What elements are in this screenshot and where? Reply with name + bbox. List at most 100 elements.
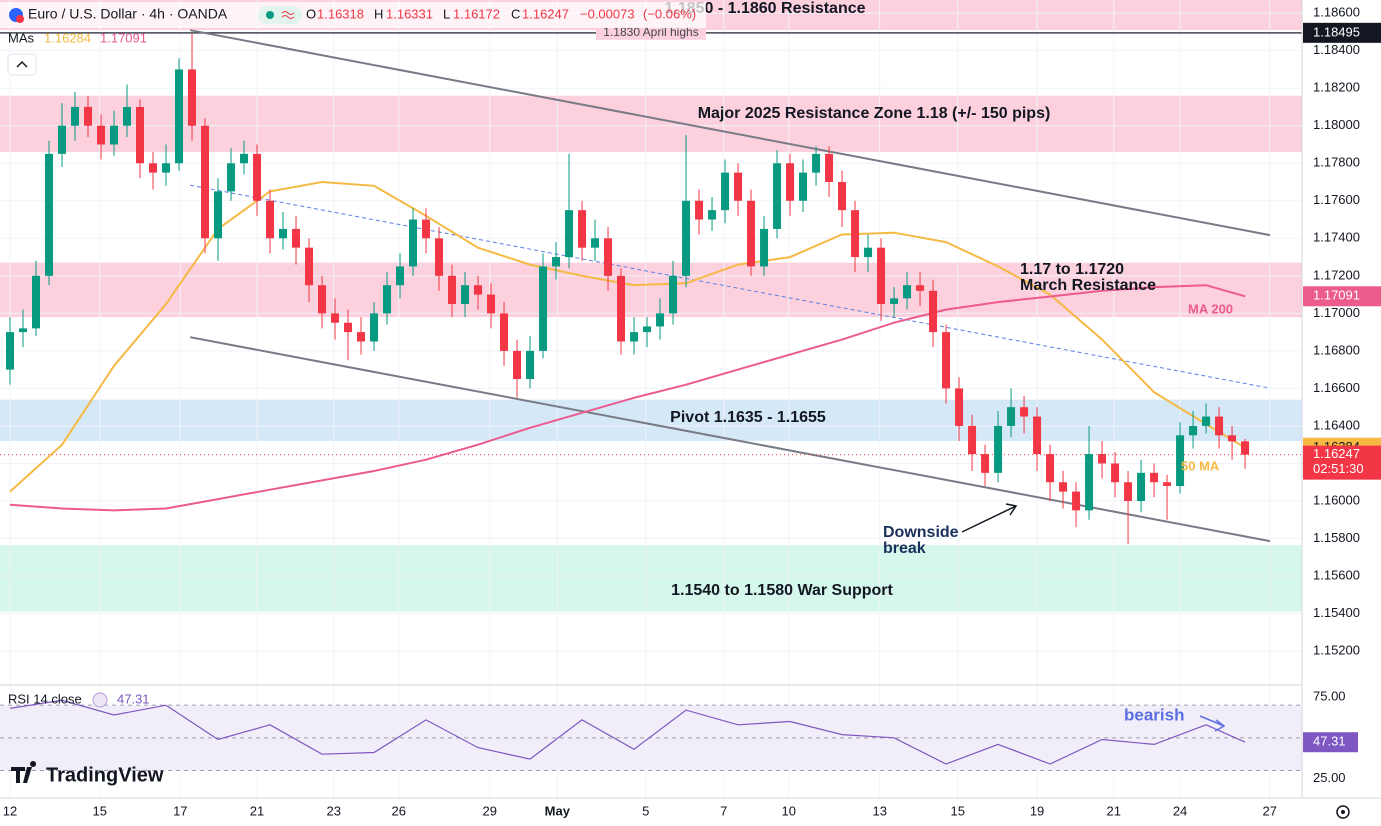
ohlc-label: L <box>443 6 450 21</box>
ma-legend-value: 1.16284 <box>44 30 91 45</box>
candle-body <box>916 285 925 291</box>
x-tick-label: 21 <box>250 803 264 818</box>
candle-body <box>1163 482 1172 486</box>
price-label: 47.31 <box>1313 734 1346 749</box>
candle-body <box>981 454 990 473</box>
x-tick-label: 27 <box>1263 803 1277 818</box>
rsi-legend-label: RSI 14 close <box>8 691 82 706</box>
header-bg <box>0 2 706 28</box>
x-tick-label: 19 <box>1030 803 1044 818</box>
rsi-line <box>9 699 1246 765</box>
collapse-button[interactable] <box>7 53 37 76</box>
settings-icon-dot <box>1341 810 1345 814</box>
candle-body <box>513 350 522 380</box>
candle-body <box>734 172 743 201</box>
rsi-legend-value: 47.31 <box>117 691 150 706</box>
moving-average <box>9 180 1246 493</box>
candle-body <box>838 182 847 211</box>
candle-body <box>864 247 873 258</box>
candle-body <box>292 228 301 248</box>
status-icon <box>281 11 295 19</box>
y-tick-label: 1.15600 <box>1313 567 1360 582</box>
y-tick-label: 1.17600 <box>1313 192 1360 207</box>
candle-body <box>552 257 561 267</box>
x-tick-label: 15 <box>951 803 965 818</box>
candle-body <box>799 172 808 201</box>
x-tick-label: 26 <box>391 803 405 818</box>
candle-body <box>890 298 899 304</box>
candle-body <box>1137 472 1146 501</box>
change: −0.00073 <box>580 6 635 21</box>
candle-body <box>578 210 587 248</box>
candle-body <box>695 200 704 220</box>
candle-body <box>435 238 444 276</box>
candle-body <box>19 328 28 333</box>
annotation: March Resistance <box>1020 277 1156 294</box>
candle-body <box>279 228 288 239</box>
y-tick-label: 1.17400 <box>1313 230 1360 245</box>
grid-layer <box>0 0 1302 798</box>
candle-body <box>500 313 509 351</box>
zone-label: 1.1850 - 1.1860 Resistance <box>664 0 865 17</box>
change-percent: (−0.06%) <box>643 6 696 21</box>
candle-body <box>84 106 93 126</box>
candle-body <box>669 275 678 314</box>
candle-body <box>747 200 756 267</box>
price-label-bg <box>1303 22 1381 43</box>
y-tick-label: 1.18000 <box>1313 117 1360 132</box>
candle-body <box>370 313 379 342</box>
candle-body <box>604 238 613 276</box>
status-dot <box>266 11 274 19</box>
zone <box>0 95 1302 152</box>
zone <box>0 262 1302 318</box>
labels-layer: 1.15200 1.15400 1.15600 1.15800 1.16000 1.162… <box>3 0 1381 818</box>
y-tick-label: 1.17800 <box>1313 155 1360 170</box>
candle-body <box>461 285 470 304</box>
x-tick-label: May <box>545 803 571 818</box>
lines-layer <box>0 29 1302 771</box>
price-label: 1.17091 <box>1313 288 1360 303</box>
price-label-bg <box>1303 286 1381 307</box>
candle-body <box>630 332 639 342</box>
y-tick-label: 1.16600 <box>1313 380 1360 395</box>
candle-body <box>123 106 132 126</box>
ohlc-value: 1.16331 <box>386 6 433 21</box>
candle-body <box>903 285 912 299</box>
candles-layer <box>6 33 1250 545</box>
status-pill[interactable] <box>258 6 302 24</box>
candle-body <box>617 275 626 342</box>
candle-body <box>1033 416 1042 455</box>
candle-body <box>942 332 951 389</box>
candle-body <box>1098 454 1107 464</box>
symbol-icon <box>16 15 24 23</box>
x-tick-label: 15 <box>92 803 106 818</box>
candle-body <box>1202 416 1211 426</box>
candle-body <box>1111 463 1120 483</box>
watermark: TradingView <box>11 761 164 786</box>
ohlc-value: 1.16318 <box>317 6 364 21</box>
candle-body <box>526 350 535 380</box>
y-tick-label: 1.18400 <box>1313 42 1360 57</box>
candle-body <box>136 106 145 164</box>
candle-body <box>812 153 821 173</box>
y-tick-label: 1.17200 <box>1313 267 1360 282</box>
level-label-bg <box>596 25 706 40</box>
candle-body <box>1085 454 1094 511</box>
trendline <box>189 29 1271 237</box>
y-tick-label: 1.15800 <box>1313 530 1360 545</box>
candle-body <box>227 163 236 192</box>
candle-body <box>357 332 366 342</box>
zone <box>0 545 1302 612</box>
settings-icon[interactable] <box>1336 805 1350 819</box>
candle-body <box>58 125 67 154</box>
moving-average <box>9 284 1246 512</box>
ohlc-label: C <box>511 6 520 21</box>
candle-body <box>383 285 392 314</box>
x-tick-label: 24 <box>1173 803 1187 818</box>
ma-label: MA 200 <box>1188 301 1233 316</box>
candle-body <box>1124 482 1133 501</box>
ohlc-value: 1.16247 <box>522 6 569 21</box>
candle-body <box>825 153 834 183</box>
y-tick-label: 1.18200 <box>1313 80 1360 95</box>
